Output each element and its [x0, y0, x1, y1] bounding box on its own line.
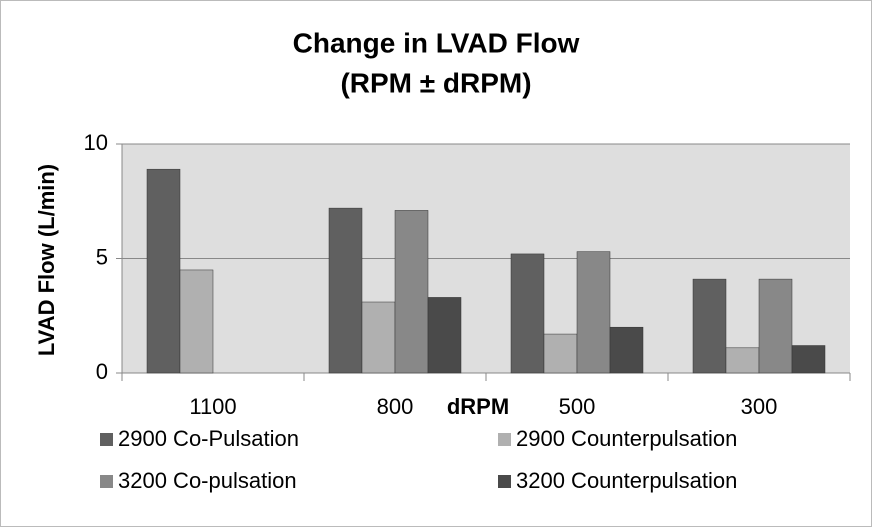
- legend-swatch: [498, 475, 511, 488]
- chart-title: Change in LVAD Flow: [293, 27, 580, 58]
- legend-label: 3200 Counterpulsation: [516, 468, 737, 493]
- bar: [146, 168, 181, 374]
- bar: [361, 301, 396, 374]
- bar: [427, 297, 462, 374]
- bar: [328, 207, 363, 374]
- bar: [758, 278, 793, 374]
- x-axis-label: dRPM: [447, 394, 509, 419]
- x-tick-label: 1100: [189, 394, 236, 419]
- bar: [791, 345, 826, 374]
- legend-label: 2900 Counterpulsation: [516, 426, 737, 451]
- bar: [725, 347, 760, 374]
- bar: [394, 210, 429, 374]
- bar: [609, 326, 644, 374]
- y-axis-label: LVAD Flow (L/min): [34, 164, 59, 356]
- bar: [692, 278, 727, 374]
- bar: [510, 253, 545, 374]
- bar: [576, 251, 611, 374]
- legend-swatch: [100, 433, 113, 446]
- x-tick-label: 500: [559, 394, 596, 419]
- x-tick-label: 800: [377, 394, 414, 419]
- chart-subtitle: (RPM ± dRPM): [340, 67, 531, 98]
- y-tick-label: 0: [96, 359, 108, 384]
- legend-label: 2900 Co-Pulsation: [118, 426, 299, 451]
- bar: [179, 269, 214, 374]
- y-tick-label: 10: [84, 130, 108, 155]
- y-tick-label: 5: [96, 244, 108, 269]
- legend-swatch: [100, 475, 113, 488]
- x-tick-label: 300: [741, 394, 778, 419]
- bar: [543, 333, 578, 374]
- legend-label: 3200 Co-pulsation: [118, 468, 297, 493]
- legend-swatch: [498, 433, 511, 446]
